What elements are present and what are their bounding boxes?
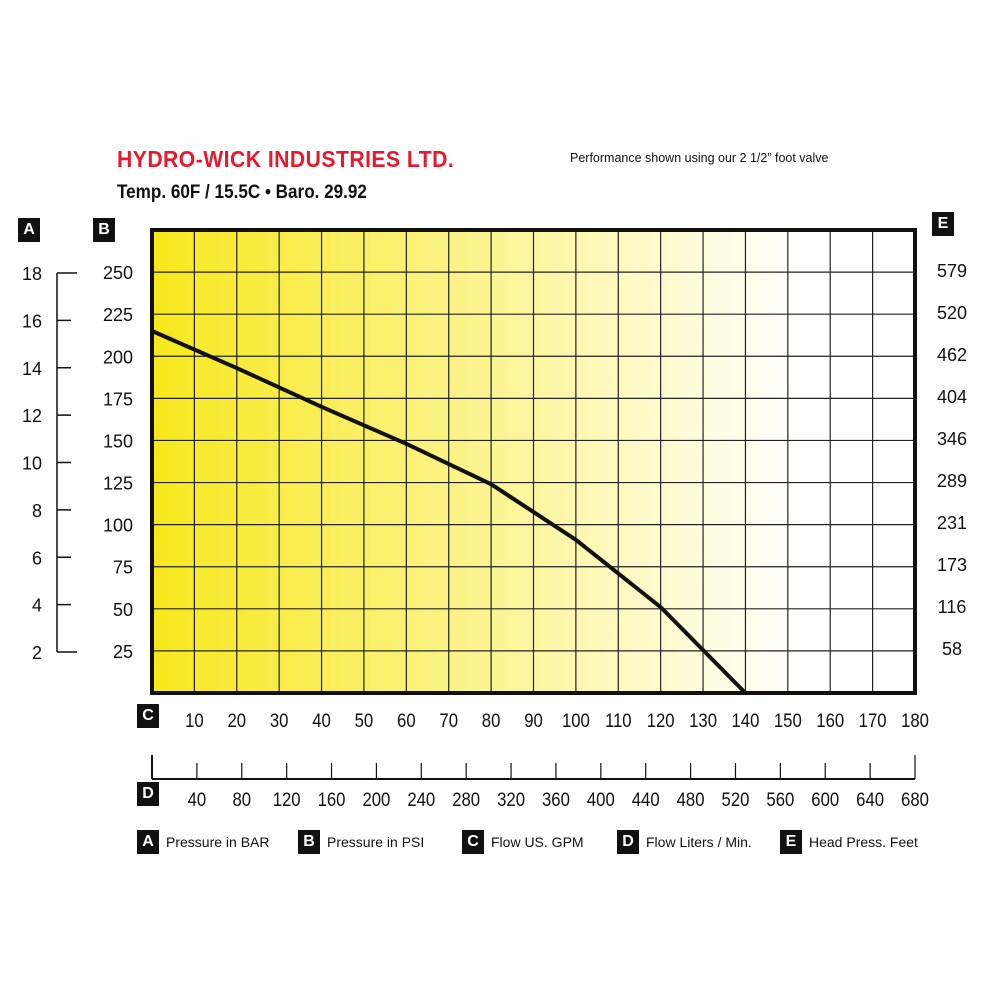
tick-label-c: 110 bbox=[605, 710, 632, 731]
tick-label-b: 100 bbox=[103, 516, 133, 536]
tick-label-c: 120 bbox=[647, 710, 675, 731]
tick-label-a: 4 bbox=[32, 596, 42, 616]
tick-label-c: 150 bbox=[774, 710, 802, 731]
axis-a-badge: A bbox=[18, 218, 40, 242]
tick-label-a: 10 bbox=[22, 454, 42, 474]
tick-label-c: 100 bbox=[562, 710, 590, 731]
tick-label-d: 680 bbox=[901, 789, 929, 810]
tick-label-d: 520 bbox=[722, 789, 750, 810]
tick-label-b: 175 bbox=[103, 389, 133, 409]
axis-d-badge: D bbox=[137, 782, 159, 806]
tick-label-d: 320 bbox=[497, 789, 525, 810]
legend-b: B Pressure in PSI bbox=[298, 830, 424, 854]
tick-label-a: 2 bbox=[32, 643, 42, 663]
performance-curve bbox=[151, 329, 747, 695]
performance-note: Performance shown using our 2 1/2” foot … bbox=[570, 151, 829, 165]
tick-label-c: 90 bbox=[524, 710, 543, 731]
tick-label-a: 16 bbox=[22, 311, 42, 331]
tick-label-d: 440 bbox=[632, 789, 660, 810]
axis-e-badge: E bbox=[932, 212, 954, 236]
tick-label-d: 240 bbox=[407, 789, 435, 810]
axis-c-badge: C bbox=[137, 704, 159, 728]
tick-label-d: 200 bbox=[362, 789, 390, 810]
tick-label-e: 346 bbox=[937, 429, 967, 449]
tick-label-e: 462 bbox=[937, 345, 967, 365]
tick-label-b: 75 bbox=[113, 558, 133, 578]
tick-label-b: 225 bbox=[103, 305, 133, 325]
legend-c-label: Flow US. GPM bbox=[491, 834, 584, 850]
tick-label-a: 12 bbox=[22, 406, 42, 426]
tick-label-c: 130 bbox=[689, 710, 717, 731]
tick-label-d: 640 bbox=[856, 789, 884, 810]
tick-label-b: 25 bbox=[113, 642, 133, 662]
tick-label-e: 173 bbox=[937, 555, 967, 575]
tick-label-c: 160 bbox=[816, 710, 844, 731]
tick-label-d: 560 bbox=[766, 789, 794, 810]
tick-label-b: 200 bbox=[103, 347, 133, 367]
tick-label-d: 280 bbox=[452, 789, 480, 810]
tick-label-c: 40 bbox=[312, 710, 331, 731]
legend-c-badge: C bbox=[462, 830, 484, 854]
tick-label-d: 600 bbox=[811, 789, 839, 810]
tick-label-a: 18 bbox=[22, 264, 42, 284]
tick-label-b: 50 bbox=[113, 600, 133, 620]
legend-e: E Head Press. Feet bbox=[780, 830, 918, 854]
legend-d: D Flow Liters / Min. bbox=[617, 830, 752, 854]
tick-label-c: 80 bbox=[482, 710, 501, 731]
tick-label-e: 404 bbox=[937, 387, 967, 407]
tick-label-c: 30 bbox=[270, 710, 289, 731]
tick-label-a: 6 bbox=[32, 548, 42, 568]
tick-label-d: 40 bbox=[188, 789, 207, 810]
legend-e-badge: E bbox=[780, 830, 802, 854]
tick-label-c: 10 bbox=[185, 710, 204, 731]
tick-label-e: 579 bbox=[937, 261, 967, 281]
tick-label-d: 480 bbox=[677, 789, 705, 810]
tick-label-a: 8 bbox=[32, 501, 42, 521]
tick-label-b: 125 bbox=[103, 474, 133, 494]
tick-label-e: 520 bbox=[937, 303, 967, 323]
conditions-subtitle: Temp. 60F / 15.5C • Baro. 29.92 bbox=[117, 182, 367, 203]
tick-label-b: 250 bbox=[103, 263, 133, 283]
tick-label-b: 150 bbox=[103, 431, 133, 451]
tick-label-e: 289 bbox=[937, 471, 967, 491]
tick-label-d: 360 bbox=[542, 789, 570, 810]
plot-frame bbox=[150, 228, 917, 695]
tick-label-e: 116 bbox=[938, 597, 967, 617]
chart-title: HYDRO-WICK INDUSTRIES LTD. bbox=[117, 146, 455, 172]
tick-label-c: 180 bbox=[901, 710, 929, 731]
legend-c: C Flow US. GPM bbox=[462, 830, 584, 854]
legend-d-badge: D bbox=[617, 830, 639, 854]
axis-b-badge: B bbox=[93, 218, 115, 242]
tick-label-a: 14 bbox=[22, 359, 42, 379]
tick-label-c: 60 bbox=[397, 710, 416, 731]
tick-label-c: 50 bbox=[355, 710, 374, 731]
tick-label-d: 400 bbox=[587, 789, 615, 810]
tick-label-d: 120 bbox=[273, 789, 301, 810]
tick-label-c: 170 bbox=[859, 710, 887, 731]
legend-b-label: Pressure in PSI bbox=[327, 834, 425, 850]
legend-b-badge: B bbox=[298, 830, 320, 854]
legend-a-label: Pressure in BAR bbox=[166, 834, 270, 850]
tick-label-d: 80 bbox=[232, 789, 251, 810]
tick-label-c: 70 bbox=[439, 710, 458, 731]
tick-label-e: 231 bbox=[937, 513, 967, 533]
legend-a: A Pressure in BAR bbox=[137, 830, 269, 854]
tick-label-c: 140 bbox=[732, 710, 760, 731]
tick-label-c: 20 bbox=[227, 710, 246, 731]
legend-e-label: Head Press. Feet bbox=[809, 834, 918, 850]
legend-d-label: Flow Liters / Min. bbox=[646, 834, 752, 850]
tick-label-d: 160 bbox=[318, 789, 346, 810]
legend-a-badge: A bbox=[137, 830, 159, 854]
tick-label-e: 58 bbox=[942, 639, 962, 659]
